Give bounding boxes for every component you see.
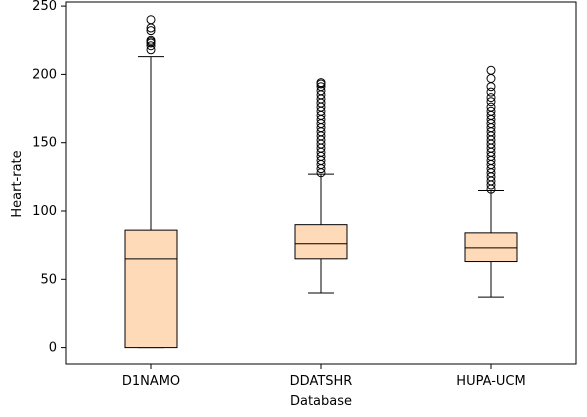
x-axis: D1NAMO DDATSHR HUPA-UCM [122,364,526,389]
outlier-point [486,97,496,107]
x-tick-label: D1NAMO [122,374,180,389]
outlier-point [316,78,326,88]
outlier-point [146,35,156,45]
y-tick-label: 200 [32,67,57,82]
box-group [124,15,178,349]
box-group [464,65,518,298]
outlier-point [486,93,496,103]
y-axis: 0 50 100 150 200 250 [32,0,66,356]
outlier-point [316,82,326,92]
x-tick-label: HUPA-UCM [456,374,525,389]
box-group [294,78,348,294]
outlier-point [146,15,156,25]
outlier-point [486,102,496,112]
x-axis-label: Database [290,394,352,409]
iqr-box [294,224,348,260]
y-axis-label: Heart-rate [10,150,25,217]
x-tick-label: DDATSHR [290,374,353,389]
plot-area [124,15,518,349]
outlier-point [486,73,496,83]
iqr-box [464,232,518,263]
y-tick-label: 150 [32,136,57,151]
outlier-point [146,26,156,36]
outlier-point [486,87,496,97]
outlier-point [486,65,496,75]
y-tick-label: 250 [32,0,57,14]
outlier-point [486,106,496,116]
y-tick-label: 0 [49,341,57,356]
y-tick-label: 100 [32,204,57,219]
y-tick-label: 50 [40,272,57,287]
iqr-box [124,229,178,349]
outlier-point [486,82,496,92]
outlier-point [146,41,156,51]
